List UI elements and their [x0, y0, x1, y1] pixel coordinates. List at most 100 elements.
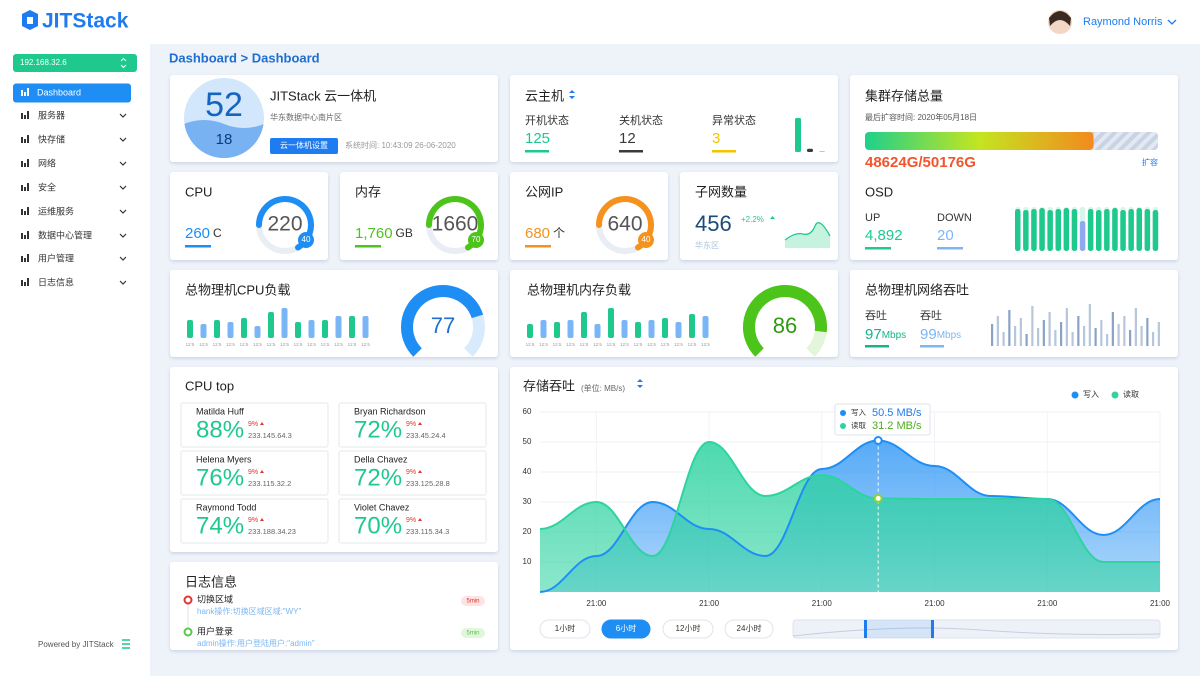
load-bar-label: 12:5: [566, 342, 575, 347]
appliance-button-text[interactable]: 云一体机设置: [280, 140, 328, 150]
load-bar: [322, 320, 328, 338]
menu-icon: [24, 163, 26, 167]
load-bar: [362, 316, 369, 338]
range-button[interactable]: [724, 619, 774, 639]
osd-bar: [1152, 210, 1159, 251]
menu-icon: [27, 135, 29, 143]
log-detail: admin操作:用户登陆用户:"admin": [197, 638, 315, 648]
resource-number: 680: [525, 225, 550, 242]
menu-item[interactable]: 用户管理: [38, 252, 74, 263]
cpu-top-name: Helena Myers: [196, 454, 252, 464]
menu-item[interactable]: 服务器: [38, 109, 65, 120]
cpu-top-value: 72%: [354, 416, 402, 443]
load-bar-label: 12:5: [213, 342, 222, 347]
card-logs: [170, 562, 498, 650]
load-bar-label: 12:5: [307, 342, 316, 347]
osd-bar: [1071, 209, 1078, 251]
range-button[interactable]: [601, 619, 651, 639]
vm-stat-underline: [619, 150, 643, 153]
cpu-top-ip: 233.188.34.23: [248, 527, 296, 536]
network-bar: [1065, 308, 1068, 346]
osd-bar: [1128, 209, 1134, 251]
load-bar: [187, 320, 193, 338]
menu-icon: [24, 258, 26, 262]
load-bar-label: 12:5: [334, 342, 343, 347]
menu-item[interactable]: 数据中心管理: [38, 229, 92, 240]
menu-icon: [21, 113, 23, 119]
cpu-top-box: [338, 498, 487, 544]
cpu-top-up-arrow: [418, 470, 422, 473]
range-slider-window[interactable]: [866, 620, 932, 638]
range-button-label[interactable]: 24小时: [737, 623, 762, 633]
load-bar-label: 12:5: [186, 342, 195, 347]
cpu-top-change: 9%: [248, 421, 258, 428]
tooltip-point: [873, 436, 883, 445]
cpu-top-name: Bryan Richardson: [354, 406, 426, 416]
menu-item[interactable]: 网络: [38, 157, 56, 168]
cpu-top-value: 72%: [354, 464, 402, 491]
appliance-bottom: 18: [216, 131, 233, 148]
range-slider[interactable]: [792, 619, 1161, 639]
y-tick-label: 20: [523, 527, 532, 536]
user-chevron[interactable]: [1167, 19, 1177, 25]
y-tick-label: 60: [523, 407, 532, 416]
menu-icon: [24, 282, 26, 286]
load-bar: [281, 308, 288, 338]
range-button-label[interactable]: 12小时: [676, 623, 701, 633]
menu-item[interactable]: 安全: [38, 181, 56, 192]
storage-expand[interactable]: 扩容: [1142, 157, 1158, 167]
resource-value: 680 个: [525, 225, 565, 242]
menu-icon: [24, 187, 26, 191]
cpu-top-box: [338, 450, 487, 496]
network-bar: [1042, 320, 1045, 346]
menu-chevron: [119, 137, 127, 142]
user-name[interactable]: Raymond Norris: [1083, 16, 1163, 28]
range-handle-right[interactable]: [931, 620, 934, 638]
storage-title: 集群存储总量: [865, 88, 943, 103]
osd-down: 20: [937, 227, 954, 244]
range-button-label[interactable]: 6小时: [616, 623, 636, 633]
load-bar-label: 12:5: [526, 342, 535, 347]
cpu-top-change: 9%: [406, 421, 416, 428]
tooltip-dot: [840, 410, 846, 416]
menu-icon: [24, 92, 26, 96]
load-bar: [594, 324, 601, 338]
range-button-label[interactable]: 1小时: [555, 623, 575, 633]
series-area: [540, 442, 1160, 592]
vm-stat-bar: [819, 151, 825, 152]
load-bar: [648, 320, 655, 338]
resource-value: 1,760 GB: [355, 225, 413, 242]
network-bar: [1054, 330, 1057, 346]
load-bar-label: 12:5: [199, 342, 208, 347]
throughput-sort-icon[interactable]: [637, 379, 643, 388]
range-button[interactable]: [662, 619, 714, 639]
range-handle-left[interactable]: [864, 620, 867, 638]
load-bar-label: 12:5: [593, 342, 602, 347]
network-bar: [1031, 306, 1034, 346]
network-bar: [1129, 330, 1132, 346]
menu-item[interactable]: Dashboard: [37, 87, 81, 97]
network-in-value: 97Mbps: [865, 326, 906, 343]
x-tick-label: 21:00: [1150, 599, 1171, 608]
menu-item[interactable]: 日志信息: [38, 276, 74, 287]
legend-label[interactable]: 写入: [1083, 390, 1099, 399]
menu-item[interactable]: 快存储: [38, 133, 65, 144]
cpu-top-ip: 233.115.32.2: [248, 479, 291, 488]
load-bar: [540, 320, 547, 338]
network-out-value: 99Mbps: [920, 326, 961, 343]
menu-icon: [27, 88, 29, 96]
network-bar: [1157, 322, 1160, 346]
vm-sort-icon[interactable]: [569, 90, 575, 99]
legend-label[interactable]: 读取: [1123, 389, 1139, 399]
tooltip-point: [873, 493, 883, 503]
appliance-button[interactable]: [270, 138, 338, 154]
tooltip-value: 31.2 MB/s: [872, 420, 922, 432]
network-bar: [1083, 326, 1086, 346]
menu-item[interactable]: 运维服务: [38, 205, 74, 216]
menu-active-bg[interactable]: [13, 83, 131, 103]
menu-icon: [27, 278, 29, 286]
range-button[interactable]: [539, 619, 591, 639]
ip-select[interactable]: [13, 54, 137, 72]
tooltip-value: 50.5 MB/s: [872, 407, 922, 419]
appliance-time: 系统时间: 10:43:09 26-06-2020: [345, 140, 456, 150]
